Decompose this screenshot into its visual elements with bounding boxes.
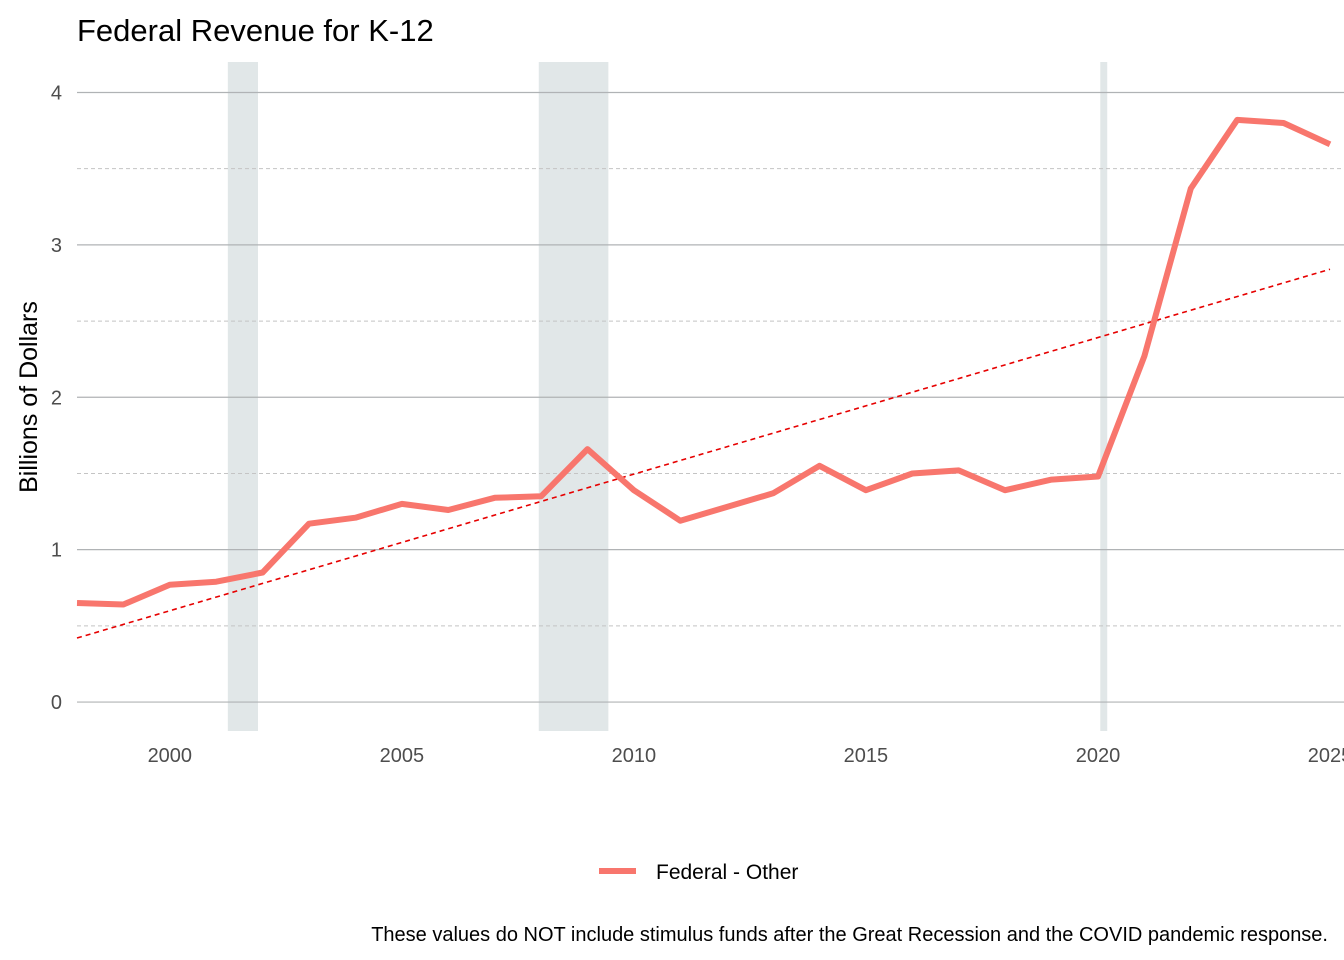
y-tick-label-3: 3 bbox=[51, 235, 62, 257]
trend-line-path bbox=[76, 268, 1331, 639]
x-tick-label-3: 2015 bbox=[844, 745, 889, 767]
chart-caption: These values do NOT include stimulus fun… bbox=[371, 924, 1328, 946]
y-tick-label-4: 4 bbox=[51, 82, 62, 104]
shaded-period-1 bbox=[538, 62, 609, 731]
legend: Federal - Other bbox=[599, 861, 798, 884]
recession-shading bbox=[227, 62, 1108, 731]
gridlines bbox=[77, 91, 1344, 703]
series-lines bbox=[76, 116, 1332, 608]
x-axis-ticks: 2000 2005 2010 2015 2020 2025 bbox=[148, 745, 1344, 767]
series-line-0 bbox=[76, 116, 1332, 608]
x-tick-label-1: 2005 bbox=[380, 745, 425, 767]
chart-title: Federal Revenue for K-12 bbox=[77, 13, 434, 48]
y-tick-label-2: 2 bbox=[51, 387, 62, 409]
x-tick-label-5: 2025 bbox=[1308, 745, 1344, 767]
x-tick-label-0: 2000 bbox=[148, 745, 193, 767]
y-axis-ticks: 0 1 2 3 4 bbox=[51, 82, 62, 714]
shaded-period-2 bbox=[1100, 62, 1108, 731]
legend-label: Federal - Other bbox=[656, 861, 798, 884]
x-tick-label-4: 2020 bbox=[1076, 745, 1121, 767]
trend-line bbox=[76, 268, 1331, 639]
x-tick-label-2: 2010 bbox=[612, 745, 657, 767]
y-tick-label-0: 0 bbox=[51, 692, 62, 714]
shaded-period-0 bbox=[227, 62, 258, 731]
y-tick-label-1: 1 bbox=[51, 540, 62, 562]
y-axis-title: Billions of Dollars bbox=[15, 301, 43, 493]
